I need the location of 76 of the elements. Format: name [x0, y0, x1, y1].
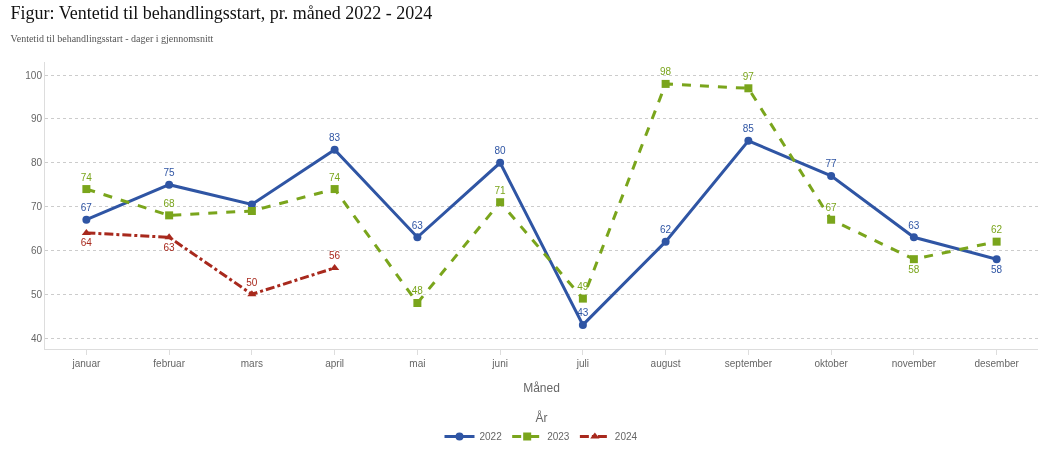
x-tick-label: juli	[575, 358, 589, 369]
point	[578, 294, 587, 303]
data-label: 80	[494, 145, 507, 157]
point	[82, 185, 91, 194]
data-label: 77	[825, 158, 838, 170]
x-tick-label: april	[325, 358, 345, 369]
data-label: 74	[80, 171, 93, 183]
y-tick-label: 60	[30, 244, 43, 256]
point	[81, 228, 91, 235]
data-label: 62	[991, 224, 1003, 236]
x-tick-label: mai	[409, 358, 426, 369]
point	[82, 215, 91, 224]
point	[578, 320, 587, 329]
x-tick-label: september	[724, 358, 773, 369]
point	[909, 233, 918, 242]
point	[165, 180, 174, 189]
point	[744, 84, 753, 93]
point	[909, 255, 918, 264]
y-tick-label: 70	[30, 201, 43, 213]
data-label: 83	[329, 132, 341, 144]
y-tick-label: 90	[30, 113, 43, 125]
point	[992, 255, 1001, 264]
x-tick-label: oktober	[814, 358, 849, 369]
data-label: 64	[80, 237, 93, 249]
point	[413, 233, 422, 242]
x-tick-label: mars	[240, 358, 263, 369]
data-label: 85	[742, 123, 755, 135]
point	[992, 237, 1001, 246]
data-label: 63	[411, 219, 424, 231]
point	[330, 145, 339, 154]
data-label: 71	[494, 184, 507, 196]
legend-label: 2022	[479, 431, 503, 443]
point	[661, 237, 670, 246]
y-tick-label: 100	[25, 69, 43, 81]
data-label: 74	[329, 171, 341, 183]
data-label: 97	[742, 70, 755, 82]
x-axis-title: Måned	[523, 380, 560, 395]
legend-label: 2024	[614, 431, 638, 443]
data-label: 63	[163, 241, 176, 253]
data-label: 43	[577, 307, 589, 319]
point	[827, 171, 836, 180]
point	[330, 263, 340, 270]
data-label: 58	[908, 263, 920, 275]
x-tick-label: februar	[153, 358, 186, 369]
point	[330, 185, 339, 194]
x-tick-label: januar	[71, 358, 101, 369]
data-label: 75	[163, 167, 176, 179]
data-label: 56	[329, 250, 341, 262]
chart-title: Figur: Ventetid til behandlingsstart, pr. måned 2022 - 2024	[10, 2, 433, 23]
y-tick-label: 50	[30, 288, 43, 300]
data-label: 63	[908, 219, 920, 231]
legend-title: År	[535, 410, 548, 425]
data-label: 67	[825, 202, 838, 214]
data-label: 68	[163, 197, 176, 209]
point	[247, 206, 256, 215]
point	[496, 198, 505, 207]
x-tick-label: november	[891, 358, 937, 369]
point	[496, 158, 505, 167]
point	[827, 215, 836, 224]
point	[413, 298, 422, 307]
y-tick-label: 40	[30, 332, 43, 344]
y-tick-label: 80	[30, 157, 43, 169]
data-label: 50	[246, 276, 258, 288]
data-label: 98	[660, 66, 672, 78]
x-tick-label: desember	[974, 358, 1020, 369]
data-label: 67	[80, 202, 93, 214]
x-tick-label: august	[650, 358, 681, 369]
point	[661, 79, 670, 88]
x-tick-label: juni	[491, 358, 508, 369]
point	[165, 211, 174, 220]
data-label: 48	[411, 285, 424, 297]
legend-label: 2023	[547, 431, 570, 443]
point	[744, 136, 753, 145]
chart-subtitle: Ventetid til behandlingsstart - dager i gjennomsnitt	[10, 32, 214, 44]
data-label: 58	[991, 263, 1003, 275]
data-label: 62	[660, 224, 672, 236]
